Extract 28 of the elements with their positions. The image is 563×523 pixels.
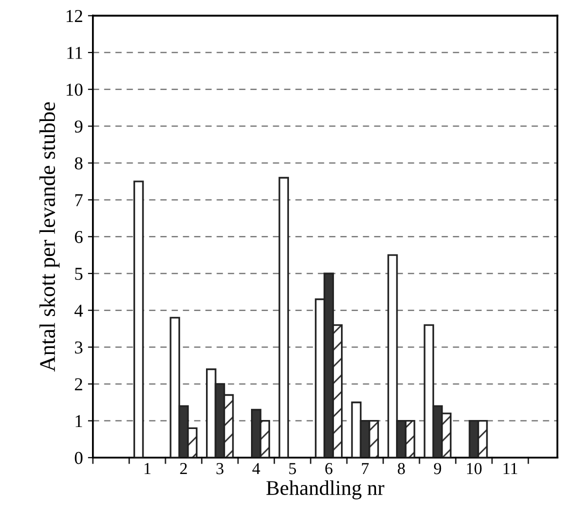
y-tick-label: 7 [75, 194, 83, 206]
y-tick-label: 0 [74, 452, 82, 464]
x-tick-label: 4 [252, 463, 260, 474]
x-tick-label: 10 [467, 462, 482, 474]
y-tick-label: 9 [74, 120, 82, 133]
y-axis-title: Antal skott per levande stubbe [39, 102, 60, 372]
bar [133, 180, 144, 458]
x-tick-label: 6 [325, 463, 332, 474]
x-tick-label: 11 [504, 463, 518, 474]
x-tick-label: 3 [216, 463, 224, 474]
x-tick-label: 9 [434, 463, 442, 474]
y-tick-label: 4 [74, 304, 83, 317]
y-tick-label: 6 [74, 230, 83, 244]
x-tick-label: 2 [180, 463, 187, 474]
bar [278, 176, 289, 458]
x-tick-label: 7 [362, 463, 369, 474]
y-tick-label: 12 [66, 10, 82, 22]
x-tick-label: 8 [398, 462, 405, 474]
x-tick-label: 5 [289, 463, 296, 474]
y-tick-label: 5 [75, 268, 82, 280]
y-tick-label: 3 [75, 341, 82, 354]
x-axis-title: Behandling nr [266, 480, 384, 500]
y-tick-label: 11 [67, 46, 82, 59]
x-tick-label: 1 [144, 463, 150, 474]
y-tick-label: 2 [74, 378, 82, 390]
y-tick-label: 8 [74, 157, 82, 170]
y-tick-label: 1 [76, 415, 82, 428]
y-tick-label: 10 [66, 84, 82, 96]
